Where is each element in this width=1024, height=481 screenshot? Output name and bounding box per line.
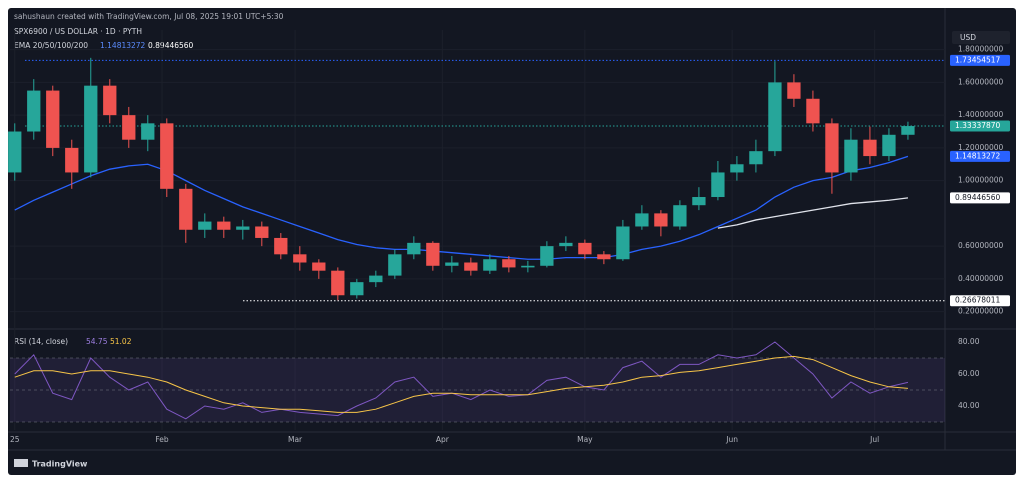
credit: sahushaun created with TradingView.com, …: [14, 12, 284, 21]
price-label: 1.73454517: [955, 55, 1001, 64]
candle-body: [521, 265, 535, 268]
candle-body: [616, 226, 630, 260]
candle-body: [711, 172, 725, 198]
y-tick-label: 1.00000000: [958, 176, 1004, 185]
candle-body: [483, 259, 497, 271]
candle-body: [597, 254, 611, 260]
panel: [8, 8, 1016, 475]
candle-body: [122, 115, 136, 140]
price-label: 0.89446560: [955, 193, 1001, 202]
x-tick-label: Feb: [155, 435, 169, 444]
candle-body: [84, 85, 98, 173]
candle-body: [635, 213, 649, 227]
candle-body: [730, 164, 744, 173]
candle-body: [654, 213, 668, 227]
candle-body: [844, 139, 858, 173]
candle-body: [255, 226, 269, 238]
price-label-box: [950, 192, 1010, 204]
candle-body: [749, 151, 763, 165]
x-tick-label: Jun: [725, 435, 738, 444]
rsi-label: RSI (14, close): [14, 337, 68, 346]
logo: TradingView: [32, 460, 88, 469]
candle-body: [331, 270, 345, 296]
candle-body: [350, 282, 364, 296]
x-tick-label: Jul: [869, 435, 879, 444]
rsi-tick-label: 60.00: [958, 369, 980, 378]
candle-body: [502, 259, 516, 268]
price-label: 1.14813272: [955, 151, 1001, 160]
x-tick-label: Mar: [288, 435, 303, 444]
candle-body: [179, 188, 193, 230]
indicator-label: EMA 20/50/100/200: [14, 41, 88, 50]
candle-body: [882, 134, 896, 157]
candle-body: [141, 123, 155, 140]
currency: USD: [960, 33, 976, 42]
candle-body: [559, 242, 573, 247]
rsi-band: [10, 358, 945, 422]
candle-body: [768, 82, 782, 152]
candle-body: [160, 123, 174, 189]
candle-body: [217, 221, 231, 230]
price-label: 0.26678011: [955, 296, 1001, 305]
indicator-value: 1.14813272: [100, 41, 146, 50]
y-tick-label: 1.20000000: [958, 143, 1004, 152]
y-tick-label: 0.60000000: [958, 241, 1004, 250]
candle-body: [198, 221, 212, 230]
rsi-value: 54.75: [86, 337, 108, 346]
candle-body: [274, 237, 288, 255]
x-tick-label: 25: [10, 435, 20, 444]
rsi-tick-label: 80.00: [958, 337, 980, 346]
candle-body: [65, 147, 79, 173]
candle-body: [8, 131, 22, 173]
candle-body: [901, 126, 915, 135]
price-label-box: [950, 54, 1010, 66]
rsi-tick-label: 40.00: [958, 401, 980, 410]
candle-body: [673, 205, 687, 227]
candle-body: [825, 123, 839, 173]
ema-line: [717, 197, 909, 229]
price-label-box: [950, 150, 1010, 162]
y-tick-label: 1.80000000: [958, 45, 1004, 54]
candle-body: [445, 262, 459, 266]
logo-icon: [14, 459, 28, 467]
price-label-box: [950, 120, 1010, 132]
rsi-value: 51.02: [110, 337, 132, 346]
candle-body: [863, 139, 877, 157]
price-label: 1.33337870: [955, 121, 1001, 130]
candle-body: [806, 98, 820, 124]
candle-body: [46, 90, 60, 148]
candle-body: [540, 246, 554, 266]
x-tick-label: May: [577, 435, 593, 444]
rsi-line: [14, 341, 909, 420]
candle-body: [312, 262, 326, 271]
candle-body: [388, 254, 402, 276]
candle-body: [407, 242, 421, 255]
candle-body: [787, 82, 801, 99]
candle-body: [103, 85, 117, 116]
candle-body: [236, 226, 250, 230]
rsi-line: [14, 355, 908, 413]
candle-body: [293, 254, 307, 263]
candle-body: [369, 275, 383, 283]
y-tick-label: 1.40000000: [958, 110, 1004, 119]
currency-box: [952, 31, 1010, 44]
candle-body: [426, 242, 440, 266]
chart-title: SPX6900 / US DOLLAR · 1D · PYTH: [14, 27, 142, 36]
x-tick-label: Apr: [436, 435, 450, 444]
y-tick-label: 1.60000000: [958, 77, 1004, 86]
candle-body: [27, 90, 41, 132]
candle-body: [464, 262, 478, 271]
price-label-box: [950, 295, 1010, 307]
y-tick-label: 0.40000000: [958, 274, 1004, 283]
candle-body: [578, 242, 592, 255]
indicator-value: 0.89446560: [148, 41, 194, 50]
y-tick-label: 0.20000000: [958, 307, 1004, 316]
candle-body: [692, 197, 706, 206]
